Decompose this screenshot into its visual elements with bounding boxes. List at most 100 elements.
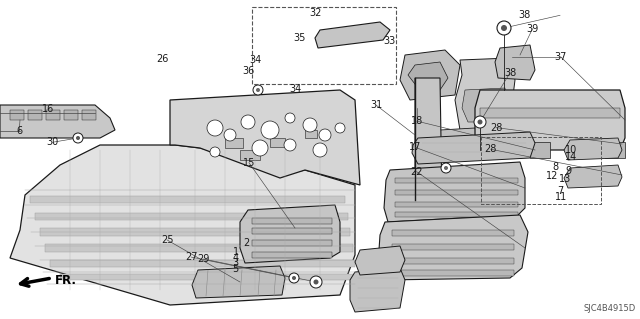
Bar xyxy=(270,138,285,147)
Polygon shape xyxy=(0,105,115,138)
Circle shape xyxy=(256,88,260,92)
Circle shape xyxy=(253,85,263,95)
Text: 34: 34 xyxy=(249,55,262,65)
Text: 31: 31 xyxy=(370,100,383,110)
Text: 15: 15 xyxy=(243,158,255,168)
Bar xyxy=(240,150,260,160)
Text: 8: 8 xyxy=(552,162,559,172)
Polygon shape xyxy=(252,218,332,224)
Polygon shape xyxy=(564,165,622,188)
Text: 1: 1 xyxy=(232,247,239,257)
Polygon shape xyxy=(408,62,448,90)
Circle shape xyxy=(335,123,345,133)
Text: 12: 12 xyxy=(545,171,558,181)
Circle shape xyxy=(441,163,451,173)
Circle shape xyxy=(284,139,296,151)
Text: 26: 26 xyxy=(156,54,169,64)
Circle shape xyxy=(497,21,511,35)
Circle shape xyxy=(210,147,220,157)
Text: 16: 16 xyxy=(42,104,54,114)
Polygon shape xyxy=(392,230,514,236)
Polygon shape xyxy=(350,268,405,312)
Text: 28: 28 xyxy=(484,144,497,154)
Text: 36: 36 xyxy=(242,66,255,76)
Polygon shape xyxy=(35,213,348,220)
Polygon shape xyxy=(570,142,590,158)
Circle shape xyxy=(241,115,255,129)
Circle shape xyxy=(76,136,80,140)
Polygon shape xyxy=(395,178,518,183)
Polygon shape xyxy=(240,205,340,263)
Text: 6: 6 xyxy=(16,126,22,137)
Circle shape xyxy=(501,25,507,31)
Circle shape xyxy=(319,129,331,141)
Text: 25: 25 xyxy=(161,235,173,245)
Polygon shape xyxy=(412,132,535,164)
Polygon shape xyxy=(50,260,355,267)
Text: SJC4B4915D: SJC4B4915D xyxy=(584,304,636,313)
Polygon shape xyxy=(490,142,510,158)
Text: 33: 33 xyxy=(383,36,396,47)
Circle shape xyxy=(444,166,448,170)
Polygon shape xyxy=(60,274,355,280)
Text: 17: 17 xyxy=(409,142,422,152)
Circle shape xyxy=(314,279,319,285)
Polygon shape xyxy=(28,110,42,120)
Polygon shape xyxy=(252,240,332,246)
Text: 18: 18 xyxy=(411,116,424,126)
Polygon shape xyxy=(378,215,528,280)
Polygon shape xyxy=(530,142,550,158)
Circle shape xyxy=(289,273,299,283)
Circle shape xyxy=(207,120,223,136)
Text: 37: 37 xyxy=(554,52,567,62)
Text: FR.: FR. xyxy=(55,273,77,286)
Bar xyxy=(481,137,601,204)
Text: 35: 35 xyxy=(293,33,306,43)
Text: 2: 2 xyxy=(243,238,250,248)
Polygon shape xyxy=(45,244,353,252)
Text: 38: 38 xyxy=(518,10,531,20)
Polygon shape xyxy=(395,212,518,217)
Polygon shape xyxy=(415,78,442,200)
Polygon shape xyxy=(192,266,285,298)
Polygon shape xyxy=(64,110,78,120)
Polygon shape xyxy=(252,252,332,258)
Text: 39: 39 xyxy=(526,24,539,34)
Circle shape xyxy=(474,116,486,128)
Text: 7: 7 xyxy=(557,186,564,197)
Polygon shape xyxy=(10,145,355,305)
Circle shape xyxy=(303,118,317,132)
Circle shape xyxy=(224,129,236,141)
Circle shape xyxy=(477,120,483,124)
Polygon shape xyxy=(315,22,390,48)
Text: 5: 5 xyxy=(232,264,239,274)
Text: 4: 4 xyxy=(232,253,239,263)
Circle shape xyxy=(261,121,279,139)
Text: 9: 9 xyxy=(565,166,572,176)
Text: 11: 11 xyxy=(554,191,567,202)
Polygon shape xyxy=(564,138,622,160)
Text: 34: 34 xyxy=(289,84,301,94)
Polygon shape xyxy=(392,244,514,250)
Polygon shape xyxy=(455,58,515,135)
Polygon shape xyxy=(475,90,625,150)
Circle shape xyxy=(310,276,322,288)
Polygon shape xyxy=(480,108,620,118)
Text: 27: 27 xyxy=(185,252,198,262)
Polygon shape xyxy=(30,196,345,203)
Text: 14: 14 xyxy=(565,152,578,162)
Text: 3: 3 xyxy=(232,258,239,269)
Circle shape xyxy=(313,143,327,157)
Text: 10: 10 xyxy=(565,145,578,155)
Text: 29: 29 xyxy=(197,254,210,264)
Polygon shape xyxy=(252,228,332,234)
Polygon shape xyxy=(82,110,96,120)
Polygon shape xyxy=(392,270,514,276)
Polygon shape xyxy=(40,228,350,236)
Polygon shape xyxy=(392,258,514,264)
Polygon shape xyxy=(384,162,525,222)
Polygon shape xyxy=(400,50,460,100)
Bar xyxy=(305,130,317,138)
Text: 38: 38 xyxy=(504,68,516,78)
Polygon shape xyxy=(10,110,24,120)
